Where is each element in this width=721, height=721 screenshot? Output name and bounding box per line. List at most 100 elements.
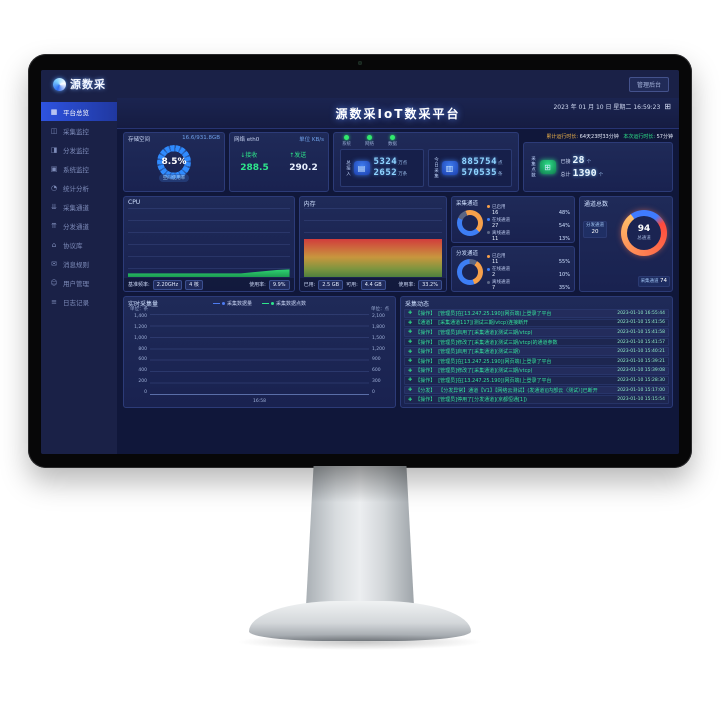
activity-row[interactable]: ✚ 【操作】 [管理员]启用了[采集通道](测试三期) 2023-01-10 1… <box>404 347 669 356</box>
connected-count: 28 <box>572 154 585 166</box>
collect-channel-title: 采集通道 <box>456 201 479 207</box>
sidebar-item-label: 分发通道 <box>63 222 89 231</box>
activity-row[interactable]: ✚ 【操作】 [管理员]启用了[采集通道](测试三期/vtcp) 2023-01… <box>404 328 669 337</box>
legend-line-icon <box>212 303 220 304</box>
plus-icon: ✚ <box>408 358 413 365</box>
channel-icon: ⊞ <box>539 160 556 174</box>
sidebar-item[interactable]: ☺ 用户管理 <box>41 273 117 292</box>
sidebar-item[interactable]: ◫ 采集监控 <box>41 121 117 140</box>
right-axis-unit: 单位：点 <box>371 307 389 312</box>
legend-dot-icon <box>221 302 225 305</box>
memory-avail-chip: 4.4 GB <box>360 279 386 290</box>
legend-dot-icon <box>487 218 490 222</box>
sidebar: ▦ 平台总览 ◫ 采集监控 ◨ 分发监控 ▣ 系统监控 <box>41 98 117 454</box>
left-axis-ticks: 1,400 1,200 1,000 800 600 400 200 0 <box>130 314 147 395</box>
activity-row[interactable]: ✚ 【操作】 [管理员]修改了[采集通道](测试三期/vtcp) 2023-01… <box>404 366 669 376</box>
activity-tag: 【通道】 <box>415 320 436 327</box>
legend-value: 7 <box>492 285 496 292</box>
legend-dot-icon <box>487 267 490 271</box>
channel-total-value: 94 <box>637 224 651 234</box>
axis-tick: 1,000 <box>134 335 147 341</box>
status-dot-label: 系统 <box>342 142 351 147</box>
chart-legend-item[interactable]: 采集数据点数 <box>262 300 306 307</box>
gauge-ring-icon <box>157 145 191 179</box>
activity-message: [管理员]在[13.247.25.190](网页端)上登录了平台 <box>438 377 552 384</box>
status-dot-label: 网络 <box>365 142 374 147</box>
plus-icon: ✚ <box>408 329 413 336</box>
stand-shadow <box>238 634 482 650</box>
collect-total-value: 74 <box>660 277 667 284</box>
activity-title: 采集动态 <box>405 301 430 308</box>
legend-label: 离线通道 <box>492 230 510 236</box>
activity-tag: 【分发】 <box>415 387 436 394</box>
axis-tick: 600 <box>138 357 147 363</box>
network-card: 网络 eth0 单位 KB/s ↓接收 288.5 ↑发送 <box>229 132 329 192</box>
sidebar-item-label: 系统监控 <box>63 165 89 174</box>
monitor-stand-base <box>249 601 471 641</box>
legend-dot-icon <box>271 302 274 305</box>
channels-column: 采集通道 已启用 <box>451 196 575 292</box>
content: 存储空间 16.6/931.8GB 8.5% 空间使用率 <box>117 129 679 454</box>
axis-tick: 0 <box>144 389 147 395</box>
activity-timestamp: 2023-01-10 15:15:54 <box>617 397 665 403</box>
page-title: 源数采IoT数采平台 <box>335 106 461 121</box>
legend-value: 27 <box>492 222 499 229</box>
legend-item: 离线通道 11 13% <box>487 230 570 242</box>
sidebar-item[interactable]: ✉ 消息规则 <box>41 254 117 273</box>
sidebar-item[interactable]: ▦ 平台总览 <box>41 102 117 121</box>
collect-total-tag: 采集通道 74 <box>637 275 670 287</box>
activity-row[interactable]: ✚ 【操作】 [管理员]停用了[分发通道](京都恒通[1]) 2023-01-1… <box>404 395 669 404</box>
sidebar-item-icon: ⇊ <box>51 202 57 211</box>
plus-icon: ✚ <box>408 367 413 374</box>
collect-icon: ▥ <box>441 161 458 175</box>
axis-tick: 300 <box>372 379 381 385</box>
activity-row[interactable]: ✚ 【通道】 [采集通道117](测试三期/vtcp)连接断开 2023-01-… <box>404 318 669 328</box>
sidebar-item[interactable]: ◔ 统计分析 <box>41 178 117 197</box>
monitor-row: CPU 基准频率: 2.20GHz 4 核 使用率: 9.9% <box>123 196 673 292</box>
activity-row[interactable]: ✚ 【操作】 [管理员]在[13.247.25.190](网页端)上登录了平台 … <box>404 376 669 385</box>
x-axis-tick: 16:58 <box>253 399 266 404</box>
sidebar-item[interactable]: ⌂ 协议库 <box>41 235 117 254</box>
activity-timestamp: 2023-01-10 15:28:30 <box>617 377 665 383</box>
storage-card: 存储空间 16.6/931.8GB 8.5% 空间使用率 <box>123 132 225 192</box>
legend-value: 11 <box>492 259 499 266</box>
sidebar-item[interactable]: ▣ 系统监控 <box>41 159 117 178</box>
sidebar-item[interactable]: ◨ 分发监控 <box>41 140 117 159</box>
activity-tag: 【操作】 <box>415 339 436 346</box>
activity-tag: 【操作】 <box>415 368 436 375</box>
datetime-text: 2023 年 01 月 10 日 星期二 16:59:23 <box>553 104 661 111</box>
sidebar-item-label: 分发监控 <box>63 146 89 155</box>
sidebar-item[interactable]: ⇊ 采集通道 <box>41 197 117 216</box>
status-dot-item: 系统 <box>342 135 351 147</box>
activity-message: 【分发异常】通道【V1】【网络云测试】(发通道)[内部云（测试）]已断开 <box>438 387 598 394</box>
axis-tick: 600 <box>372 368 381 374</box>
activity-row[interactable]: ✚ 【操作】 [管理员]在[13.247.25.190](网页端)上登录了平台 … <box>404 356 669 366</box>
plus-icon: ✚ <box>408 387 413 394</box>
total-access-block: 总接入 ▤ 5324 万点 2652 万条 <box>340 149 424 187</box>
storage-usage-badge: 空间使用率 <box>158 174 190 182</box>
sidebar-item-icon: ◨ <box>50 145 58 154</box>
sidebar-item-label: 采集监控 <box>63 127 89 136</box>
sidebar-item[interactable]: ≡ 日志记录 <box>41 292 117 311</box>
channel-total-donut <box>621 210 667 256</box>
activity-row[interactable]: ✚ 【分发】 【分发异常】通道【V1】【网络云测试】(发通道)[内部云（测试）]… <box>404 385 669 395</box>
top-bar: 源数采 管理后台 <box>41 70 679 98</box>
cpu-freq-chip: 2.20GHz <box>152 279 183 290</box>
chart-legend-item[interactable]: 采集数据量 <box>212 300 252 307</box>
admin-backend-button[interactable]: 管理后台 <box>628 76 669 92</box>
axis-tick: 800 <box>138 346 147 352</box>
fullscreen-icon[interactable]: ⊞ <box>664 101 671 111</box>
activity-row[interactable]: ✚ 【操作】 [管理员]修改了[采集通道](测试三期/vtcp)的通道参数 20… <box>404 337 669 347</box>
activity-row[interactable]: ✚ 【操作】 [管理员]在[13.247.25.190](网页端)上登录了平台 … <box>404 309 669 318</box>
title-band: 源数采IoT数采平台 2023 年 01 月 10 日 星期二 16:59:23… <box>117 98 679 129</box>
legend-item: 离线通道 7 35% <box>487 279 570 291</box>
left-axis-unit: 单位：条 <box>130 307 148 312</box>
activity-tag: 【操作】 <box>415 310 436 317</box>
sidebar-item[interactable]: ⇈ 分发通道 <box>41 216 117 235</box>
legend-percent: 54% <box>558 222 570 229</box>
plus-icon: ✚ <box>408 319 413 326</box>
today-collect-label: 今日采集 <box>433 157 439 179</box>
collect-channel-legend: 已启用 16 48% <box>487 204 570 242</box>
axis-tick: 400 <box>138 368 147 374</box>
activity-timestamp: 2023-01-10 15:40:21 <box>617 349 665 355</box>
